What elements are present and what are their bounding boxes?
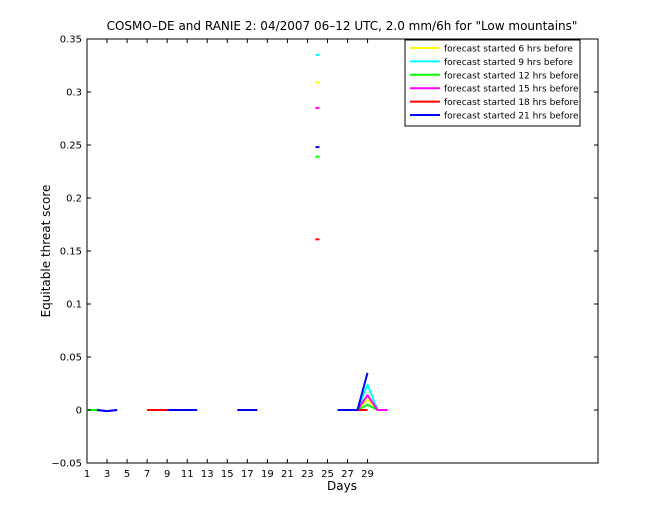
x-tick-label: 11	[181, 469, 194, 480]
x-tick-label: 19	[261, 469, 274, 480]
series-line	[96, 409, 118, 413]
legend-label: forecast started 15 hrs before	[444, 85, 579, 95]
y-tick-label: −0.05	[51, 459, 82, 470]
legend-label: forecast started 6 hrs before	[444, 45, 573, 55]
x-tick-label: 15	[221, 469, 234, 480]
x-tick-label: 23	[301, 469, 314, 480]
legend-box	[404, 39, 581, 127]
x-tick-label: 9	[164, 469, 170, 480]
x-axis-label: Days	[327, 479, 357, 493]
y-tick-label: 0.25	[60, 141, 82, 152]
legend: forecast started 6 hrs before forecast st…	[404, 39, 581, 127]
series-line	[356, 394, 388, 411]
series-forecast-started-18-hrs-before	[147, 238, 368, 411]
legend-label: forecast started 12 hrs before	[444, 71, 579, 81]
y-tick-label: 0.35	[60, 35, 82, 46]
x-tick-label: 7	[144, 469, 150, 480]
series-line	[337, 372, 369, 411]
x-tick-label: 25	[321, 469, 334, 480]
y-tick-label: 0.2	[66, 194, 82, 205]
x-tick-label: 21	[281, 469, 294, 480]
legend-entries: forecast started 6 hrs before forecast st…	[410, 45, 579, 122]
x-tick-label: 17	[241, 469, 254, 480]
x-tick-label: 5	[124, 469, 130, 480]
x-tick-label: 27	[341, 469, 354, 480]
x-tick-label: 13	[201, 469, 214, 480]
legend-label: forecast started 9 hrs before	[444, 58, 573, 68]
y-tick-label: 0.3	[66, 88, 82, 99]
series-line	[356, 383, 379, 411]
y-tick-label: 0.1	[66, 300, 82, 311]
series-forecast-started-21-hrs-before	[96, 146, 369, 413]
y-axis-label: Equitable threat score	[39, 185, 53, 318]
x-tick-label: 3	[104, 469, 110, 480]
y-tick-label: 0.05	[60, 353, 82, 364]
tick-layer: 1 3 5 7 9 11 13 15 17 19 21 23 25 27 29−0.0500.050.10.…	[51, 35, 598, 480]
x-tick-label: 29	[361, 469, 374, 480]
series-line	[357, 403, 379, 411]
y-tick-label: 0.15	[60, 247, 82, 258]
legend-label: forecast started 21 hrs before	[444, 112, 579, 122]
chart-title: COSMO–DE and RANIE 2: 04/2007 06–12 UTC,…	[107, 19, 578, 33]
x-tick-label: 1	[84, 469, 90, 480]
legend-label: forecast started 18 hrs before	[444, 98, 579, 108]
y-tick-label: 0	[76, 406, 82, 417]
data-layer	[87, 53, 388, 413]
